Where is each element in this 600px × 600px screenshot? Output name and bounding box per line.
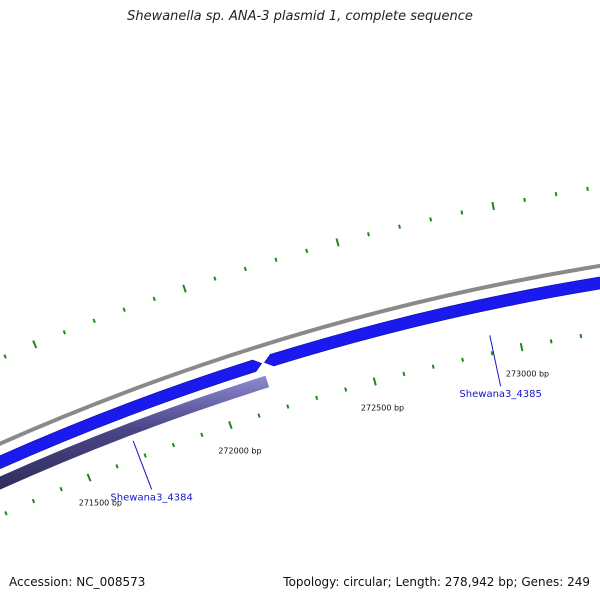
outer-tick <box>429 217 433 222</box>
inner-tick <box>431 364 435 369</box>
inner-tick <box>115 464 119 469</box>
inner-tick <box>4 511 8 516</box>
inner-tick <box>315 395 319 401</box>
map-title: Shewanella sp. ANA-3 plasmid 1, complete… <box>127 9 473 24</box>
inner-tick <box>519 343 524 352</box>
outer-tick <box>243 266 247 272</box>
outer-tick <box>367 232 370 237</box>
gene-label: Shewana3_4385 <box>459 389 541 400</box>
sequence-summary: Topology: circular; Length: 278,942 bp; … <box>283 575 590 589</box>
outer-tick <box>3 354 7 359</box>
sequence-backbone <box>0 263 600 446</box>
outer-tick <box>305 248 309 254</box>
accession-label: Accession: NC_008573 <box>9 575 146 589</box>
outer-tick <box>554 192 558 197</box>
inner-tick <box>200 432 204 438</box>
position-label: 271500 bp <box>79 498 122 507</box>
tick-marks <box>3 186 589 516</box>
outer-tick <box>182 284 187 293</box>
outer-tick <box>335 238 340 247</box>
gene-features <box>0 276 600 490</box>
inner-tick <box>344 387 348 392</box>
inner-tick <box>372 377 377 386</box>
inner-tick <box>286 404 290 409</box>
cds-arrow <box>264 276 600 367</box>
outer-tick <box>213 276 217 281</box>
gene-leader-line <box>132 440 153 490</box>
inner-tick <box>143 453 147 458</box>
inner-tick <box>86 473 92 482</box>
inner-tick <box>228 420 233 430</box>
inner-tick <box>59 486 63 492</box>
cds-arrow <box>0 359 263 470</box>
position-label: 272500 bp <box>361 404 404 413</box>
outer-tick <box>491 201 495 211</box>
gene-label: Shewana3_4384 <box>110 492 192 503</box>
outer-tick <box>274 257 278 262</box>
inner-tick <box>579 333 583 339</box>
outer-tick <box>92 318 96 324</box>
outer-tick <box>398 224 401 229</box>
outer-tick <box>32 340 38 349</box>
position-label: 273000 bp <box>506 370 549 379</box>
inner-tick <box>549 339 553 344</box>
inner-tick <box>257 413 261 418</box>
highlighted-gene-band <box>0 375 270 490</box>
inner-tick <box>490 351 494 356</box>
gene-leader-line <box>489 335 502 387</box>
inner-tick <box>171 442 176 448</box>
outer-tick <box>122 307 126 312</box>
outer-tick <box>62 330 67 335</box>
inner-tick <box>402 371 406 377</box>
outer-tick <box>523 197 526 203</box>
outer-tick <box>460 210 464 215</box>
inner-tick <box>461 357 465 362</box>
outer-tick <box>586 186 589 191</box>
outer-tick <box>152 296 156 302</box>
position-label: 272000 bp <box>218 446 261 455</box>
inner-tick <box>31 498 36 504</box>
